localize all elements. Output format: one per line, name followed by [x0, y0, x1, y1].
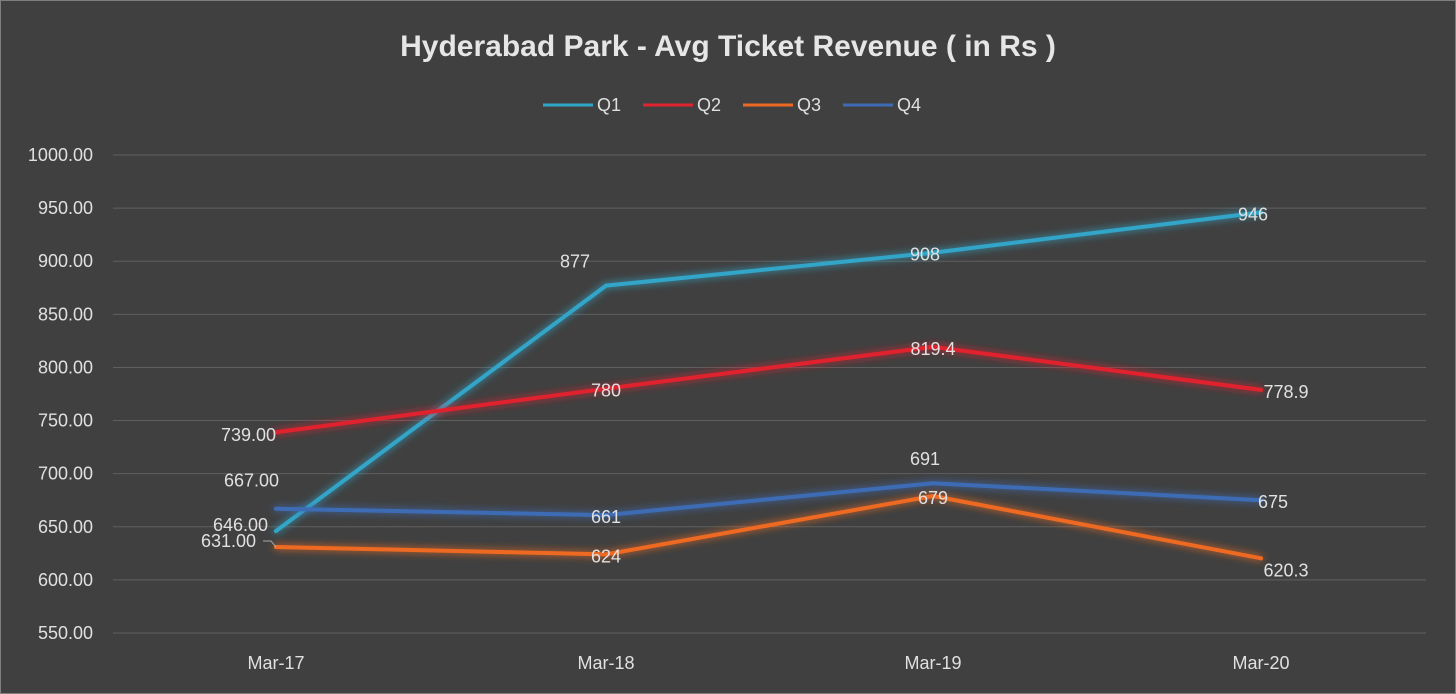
data-label-q3: 620.3: [1263, 560, 1308, 580]
series-lines: [274, 210, 1263, 561]
chart-title: Hyderabad Park - Avg Ticket Revenue ( in…: [400, 30, 1056, 63]
y-tick-label: 950.00: [38, 198, 93, 218]
y-tick-label: 750.00: [38, 411, 93, 431]
data-point-q2: [931, 344, 935, 349]
data-label-q1: 646.00: [213, 515, 268, 535]
legend: Q1 Q2 Q3 Q4: [543, 95, 921, 115]
data-point-q2: [1259, 387, 1263, 392]
data-label-q1: 877: [560, 252, 590, 272]
data-point-q1: [274, 529, 278, 534]
y-tick-label: 1000.00: [28, 145, 93, 165]
y-tick-label: 850.00: [38, 304, 93, 324]
data-point-q1: [931, 250, 935, 255]
data-point-q3: [604, 552, 608, 557]
x-tick-label: Mar-19: [904, 653, 961, 673]
data-point-q1: [604, 283, 608, 288]
data-point-q4: [274, 506, 278, 511]
y-tick-label: 800.00: [38, 357, 93, 377]
data-label-q2: 778.9: [1263, 382, 1308, 402]
series-line-q2: [274, 344, 1263, 435]
data-label-q2: 780: [591, 381, 621, 401]
y-axis-tick-labels: 550.00 600.00 650.00 700.00 750.00 800.00 850.…: [28, 145, 93, 643]
data-labels: 646.00 877 908 946 739.00 780 819.4 778.9 631.00…: [201, 204, 1309, 580]
gridlines: [113, 154, 1426, 634]
data-point-q3: [1259, 556, 1263, 561]
x-tick-label: Mar-20: [1232, 653, 1289, 673]
data-label-q4: 691: [910, 449, 940, 469]
series-line-q1: [274, 210, 1263, 534]
data-label-q2: 819.4: [910, 339, 955, 359]
series-line-q4: [274, 481, 1263, 518]
x-axis-category-labels: Mar-17 Mar-18 Mar-19 Mar-20: [247, 653, 1289, 673]
legend-label-q2: Q2: [697, 95, 721, 115]
data-point-q3: [931, 493, 935, 498]
x-tick-label: Mar-17: [247, 653, 304, 673]
data-label-q3: 624: [591, 546, 621, 566]
legend-label-q1: Q1: [597, 95, 621, 115]
data-point-q2: [604, 386, 608, 391]
y-tick-label: 650.00: [38, 517, 93, 537]
y-tick-label: 900.00: [38, 251, 93, 271]
data-label-q4: 661: [591, 507, 621, 527]
x-tick-label: Mar-18: [577, 653, 634, 673]
y-tick-label: 700.00: [38, 464, 93, 484]
series-line-q3: [274, 493, 1263, 561]
data-label-q4: 675: [1258, 492, 1288, 512]
data-point-q4: [931, 481, 935, 486]
data-point-q4: [604, 513, 608, 518]
data-point-q4: [1259, 498, 1263, 503]
y-tick-label: 550.00: [38, 623, 93, 643]
legend-label-q4: Q4: [897, 95, 921, 115]
data-label-q1: 908: [910, 245, 940, 265]
data-label-q3: 679: [918, 488, 948, 508]
data-label-q2: 739.00: [221, 425, 276, 445]
y-tick-label: 600.00: [38, 570, 93, 590]
data-point-q1: [1259, 210, 1263, 215]
data-label-q1: 946: [1238, 204, 1268, 224]
data-label-q3: 631.00: [201, 531, 256, 551]
label-leader-line: [263, 540, 277, 548]
data-point-q2: [274, 430, 278, 435]
legend-label-q3: Q3: [797, 95, 821, 115]
data-label-q4: 667.00: [224, 471, 279, 491]
